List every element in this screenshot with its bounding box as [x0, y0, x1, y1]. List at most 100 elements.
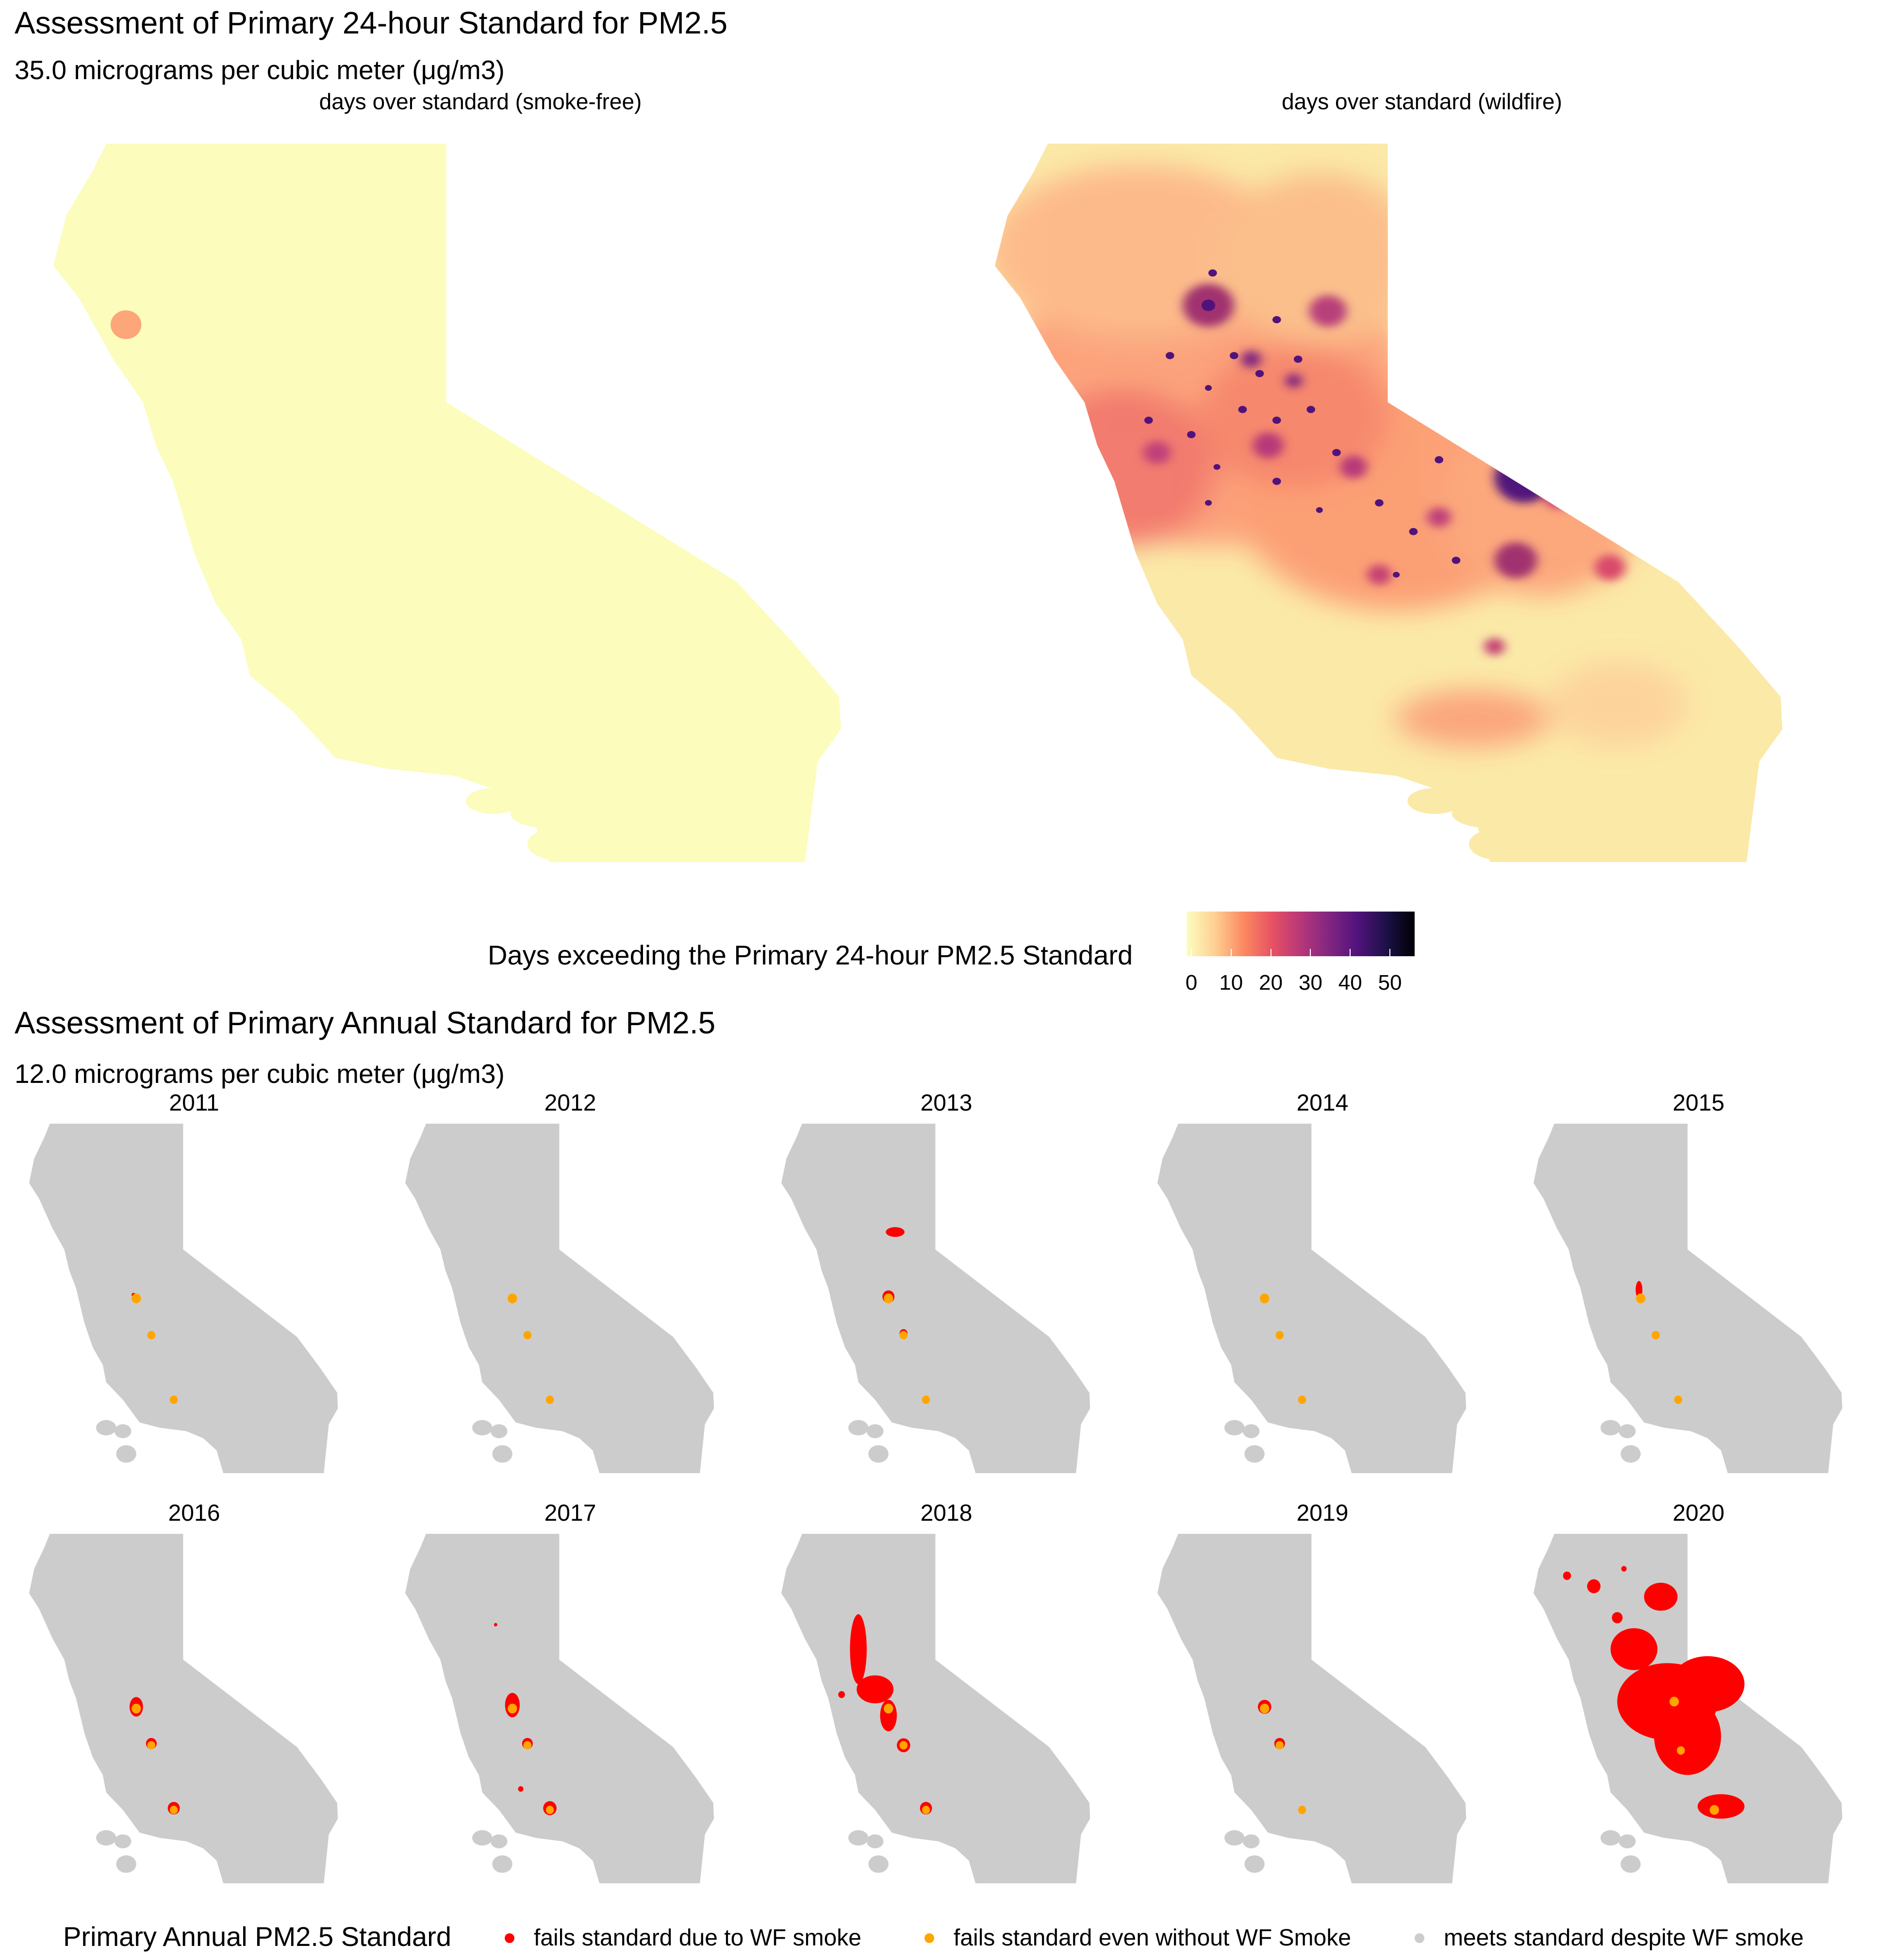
legend-label: fails standard even without WF Smoke [954, 1925, 1352, 1951]
island [96, 1830, 116, 1846]
fails-smoke-area [1644, 1582, 1678, 1611]
legend-item-fails-smoke: fails standard due to WF smoke [505, 1925, 861, 1951]
island [1620, 1855, 1641, 1873]
annual-map-2019 [1157, 1534, 1467, 1883]
island [866, 1424, 884, 1438]
island [1618, 1424, 1636, 1438]
year-label-2013: 2013 [920, 1090, 973, 1116]
legend-tick-mark [1310, 949, 1311, 956]
days-legend-colorbar [1187, 912, 1415, 956]
fails-without-smoke-area [545, 1395, 554, 1404]
fails-smoke-area [1610, 1628, 1658, 1670]
fails-without-smoke-area [899, 1330, 908, 1340]
legend-dot-red [505, 1933, 514, 1943]
state-shape [1534, 1124, 1843, 1473]
state-shape [405, 1534, 714, 1883]
island [848, 1830, 869, 1846]
state-shape [405, 1124, 714, 1473]
legend-tick-mark [1389, 949, 1391, 956]
year-label-2018: 2018 [920, 1500, 973, 1526]
facet-title-wildfire: days over standard (wildfire) [1282, 89, 1562, 114]
fails-without-smoke-area [1260, 1703, 1270, 1714]
island [1620, 1445, 1641, 1463]
island [1242, 1424, 1260, 1438]
facet-title-smoke-free: days over standard (smoke-free) [319, 89, 642, 114]
legend-tick-mark [1270, 949, 1271, 956]
island [1244, 1855, 1265, 1873]
annual-legend-title: Primary Annual PM2.5 Standard [63, 1921, 451, 1952]
island [490, 1424, 508, 1438]
year-label-2019: 2019 [1296, 1500, 1349, 1526]
fails-smoke-area [886, 1227, 905, 1237]
fails-without-smoke-area [132, 1293, 141, 1304]
fails-without-smoke-area [1275, 1330, 1284, 1340]
island [472, 1420, 493, 1436]
fails-smoke-area [838, 1691, 845, 1698]
legend-tick-label: 50 [1378, 971, 1402, 995]
island [868, 1855, 889, 1873]
bottom-subtitle: 12.0 micrograms per cubic meter (μg/m3) [15, 1059, 505, 1089]
top-subtitle: 35.0 micrograms per cubic meter (μg/m3) [15, 55, 505, 85]
year-label-2014: 2014 [1296, 1090, 1349, 1116]
island [1618, 1834, 1636, 1848]
map-wildfire [995, 144, 1782, 862]
island [492, 1855, 512, 1873]
map-smoke-free [53, 144, 841, 862]
fails-without-smoke-area [132, 1703, 141, 1714]
legend-tick-label: 10 [1219, 971, 1243, 995]
island [116, 1855, 136, 1873]
year-label-2012: 2012 [544, 1090, 596, 1116]
fails-without-smoke-area [508, 1293, 517, 1304]
top-title: Assessment of Primary 24-hour Standard f… [15, 5, 728, 40]
island [472, 1830, 493, 1846]
fails-without-smoke-area [523, 1741, 532, 1750]
state-shape [781, 1124, 1090, 1473]
legend-tick-mark [1230, 949, 1232, 956]
island [114, 1424, 132, 1438]
fails-without-smoke-area [1677, 1746, 1685, 1755]
fails-smoke-area [1563, 1571, 1571, 1580]
fails-without-smoke-area [1709, 1805, 1719, 1815]
legend-item-fails-without-smoke: fails standard even without WF Smoke [924, 1925, 1351, 1951]
annual-map-2016 [29, 1534, 338, 1883]
legend-tick-label: 20 [1259, 971, 1283, 995]
year-label-2011: 2011 [169, 1090, 219, 1116]
island [866, 1834, 884, 1848]
annual-map-2012 [405, 1124, 714, 1473]
fails-without-smoke-area [523, 1330, 532, 1340]
fails-without-smoke-area [147, 1741, 156, 1750]
legend-tick-label: 40 [1338, 971, 1362, 995]
island [1242, 1834, 1260, 1848]
legend-tick-mark [1191, 949, 1192, 956]
state-shape [781, 1534, 1090, 1883]
legend-tick-mark [1350, 949, 1351, 956]
year-label-2016: 2016 [168, 1500, 220, 1526]
fails-without-smoke-area [884, 1293, 893, 1304]
annual-map-2013 [781, 1124, 1090, 1473]
annual-map-2018 [781, 1534, 1090, 1883]
bottom-title: Assessment of Primary Annual Standard fo… [15, 1005, 716, 1040]
fails-without-smoke-area [1298, 1395, 1306, 1404]
island [1224, 1420, 1245, 1436]
island [848, 1420, 869, 1436]
fails-without-smoke-area [1275, 1741, 1284, 1750]
island [116, 1445, 136, 1463]
fails-without-smoke-area [169, 1395, 178, 1404]
fails-without-smoke-area [147, 1330, 156, 1340]
fails-without-smoke-area [169, 1806, 178, 1814]
annual-map-2017 [405, 1534, 714, 1883]
state-shape [1157, 1534, 1467, 1883]
year-label-2017: 2017 [544, 1500, 596, 1526]
state-shape [1157, 1124, 1467, 1473]
legend-dot-orange [924, 1933, 934, 1943]
fails-smoke-area [1621, 1566, 1627, 1572]
fails-without-smoke-area [1260, 1293, 1270, 1304]
year-label-2015: 2015 [1672, 1090, 1725, 1116]
island [1600, 1830, 1621, 1846]
hotspot [110, 310, 142, 339]
legend-tick-label: 0 [1185, 971, 1198, 995]
fails-without-smoke-area [1674, 1395, 1683, 1404]
annual-map-2011 [29, 1124, 338, 1473]
fails-without-smoke-area [922, 1395, 930, 1404]
year-label-2020: 2020 [1672, 1500, 1725, 1526]
